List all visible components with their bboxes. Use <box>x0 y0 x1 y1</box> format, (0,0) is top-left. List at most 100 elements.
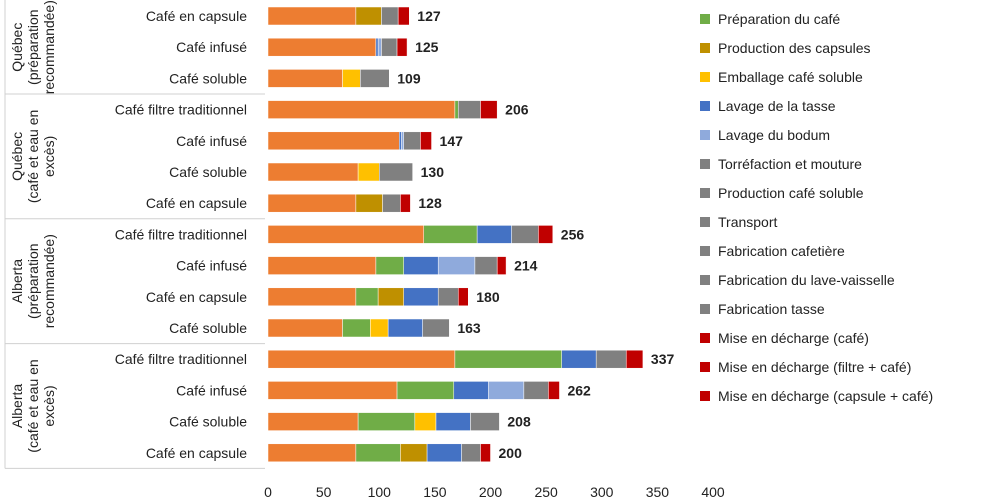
total-label: 109 <box>397 70 421 86</box>
group-label-line: excès) <box>41 136 57 177</box>
bar-segment <box>267 162 359 182</box>
bar-segment <box>387 318 423 338</box>
x-tick-label: 0 <box>264 484 272 500</box>
bar-segment <box>267 131 400 151</box>
legend-item: Transport <box>700 207 933 236</box>
legend-item: Production des capsules <box>700 33 933 62</box>
bar-segment <box>370 318 389 338</box>
bar-segment <box>381 6 399 26</box>
total-label: 206 <box>505 102 529 118</box>
x-tick-label: 50 <box>316 484 332 500</box>
legend-label: Emballage café soluble <box>718 68 863 85</box>
group-label-line: recommandée) <box>41 0 57 94</box>
category-label: Café soluble <box>169 70 247 86</box>
legend-label: Mise en décharge (filtre + café) <box>718 358 912 375</box>
bar-segment <box>403 287 439 307</box>
legend-swatch <box>700 245 710 256</box>
legend-label: Fabrication du lave-vaisselle <box>718 271 895 288</box>
x-tick-label: 200 <box>479 484 503 500</box>
total-label: 163 <box>457 320 481 336</box>
legend-swatch <box>700 13 710 24</box>
legend-swatch <box>700 274 710 285</box>
category-label: Café filtre traditionnel <box>115 226 247 242</box>
category-label: Café soluble <box>169 164 247 180</box>
chart-legend: Préparation du café Production des capsul… <box>700 4 933 410</box>
category-label: Café en capsule <box>146 289 247 305</box>
legend-label: Fabrication cafetière <box>718 242 845 259</box>
bar-segment <box>342 69 361 88</box>
legend-item: Mise en décharge (café) <box>700 323 933 352</box>
bar-segment <box>381 37 398 57</box>
legend-item: Production café soluble <box>700 178 933 207</box>
bar-segment <box>267 287 357 307</box>
total-label: 130 <box>421 164 445 180</box>
legend-label: Fabrication tasse <box>718 300 825 317</box>
legend-swatch <box>700 158 710 169</box>
bar-segment <box>423 225 478 244</box>
bar-segment <box>399 131 402 151</box>
total-label: 128 <box>418 195 442 211</box>
total-label: 262 <box>567 382 591 398</box>
x-tick-label: 400 <box>701 484 725 500</box>
bar-segment <box>437 256 476 275</box>
bar-segment <box>382 193 401 213</box>
legend-label: Mise en décharge (café) <box>718 329 869 346</box>
bar-segment <box>548 381 560 400</box>
bar-segment <box>422 318 450 338</box>
bar-segment <box>267 412 359 431</box>
total-label: 208 <box>507 414 531 430</box>
legend-item: Fabrication cafetière <box>700 236 933 265</box>
bar-segment <box>426 443 462 463</box>
category-label: Café en capsule <box>146 8 247 24</box>
legend-swatch <box>700 216 710 227</box>
legend-item: Lavage du bodum <box>700 120 933 149</box>
legend-label: Préparation du café <box>718 10 841 27</box>
bar-segment <box>403 131 421 151</box>
legend-item: Mise en décharge (filtre + café) <box>700 352 933 381</box>
bar-segment <box>267 318 343 338</box>
legend-label: Transport <box>718 213 778 230</box>
bar-segment <box>480 100 498 119</box>
category-label: Café infusé <box>176 258 247 274</box>
x-tick-label: 250 <box>534 484 558 500</box>
category-label: Café infusé <box>176 133 247 149</box>
bar-segment <box>457 100 481 119</box>
bar-segment <box>457 287 469 307</box>
bar-segment <box>480 443 491 463</box>
bar-segment <box>454 100 459 119</box>
category-label: Café infusé <box>176 39 247 55</box>
legend-swatch <box>700 332 710 343</box>
total-label: 200 <box>499 445 523 461</box>
total-label: 337 <box>651 351 675 367</box>
legend-label: Lavage de la tasse <box>718 97 836 114</box>
legend-swatch <box>700 187 710 198</box>
x-tick-label: 150 <box>423 484 447 500</box>
bar-segment <box>355 443 401 463</box>
category-label: Café infusé <box>176 382 247 398</box>
bar-segment <box>400 443 428 463</box>
group-label-line: (préparation <box>25 243 41 319</box>
group-label-line: (préparation <box>25 9 41 85</box>
category-label: Café filtre traditionnel <box>115 351 247 367</box>
total-label: 125 <box>415 39 439 55</box>
x-tick-label: 300 <box>590 484 614 500</box>
total-label: 127 <box>417 8 441 24</box>
bar-segment <box>396 381 455 400</box>
bar-segment <box>267 69 343 88</box>
legend-item: Préparation du café <box>700 4 933 33</box>
bar-segment <box>375 37 379 57</box>
total-label: 256 <box>561 226 585 242</box>
bar-segment <box>474 256 498 275</box>
group-label: Québec(préparationrecommandée) <box>9 0 57 94</box>
bar-segment <box>267 443 357 463</box>
category-label: Café en capsule <box>146 195 247 211</box>
bar-segment <box>470 412 500 431</box>
group-label-line: Québec <box>9 132 25 181</box>
bar-segment <box>267 37 377 57</box>
bar-segment <box>397 6 410 26</box>
legend-item: Fabrication du lave-vaisselle <box>700 265 933 294</box>
bar-segment <box>396 37 408 57</box>
total-label: 180 <box>476 289 500 305</box>
bar-segment <box>379 162 413 182</box>
